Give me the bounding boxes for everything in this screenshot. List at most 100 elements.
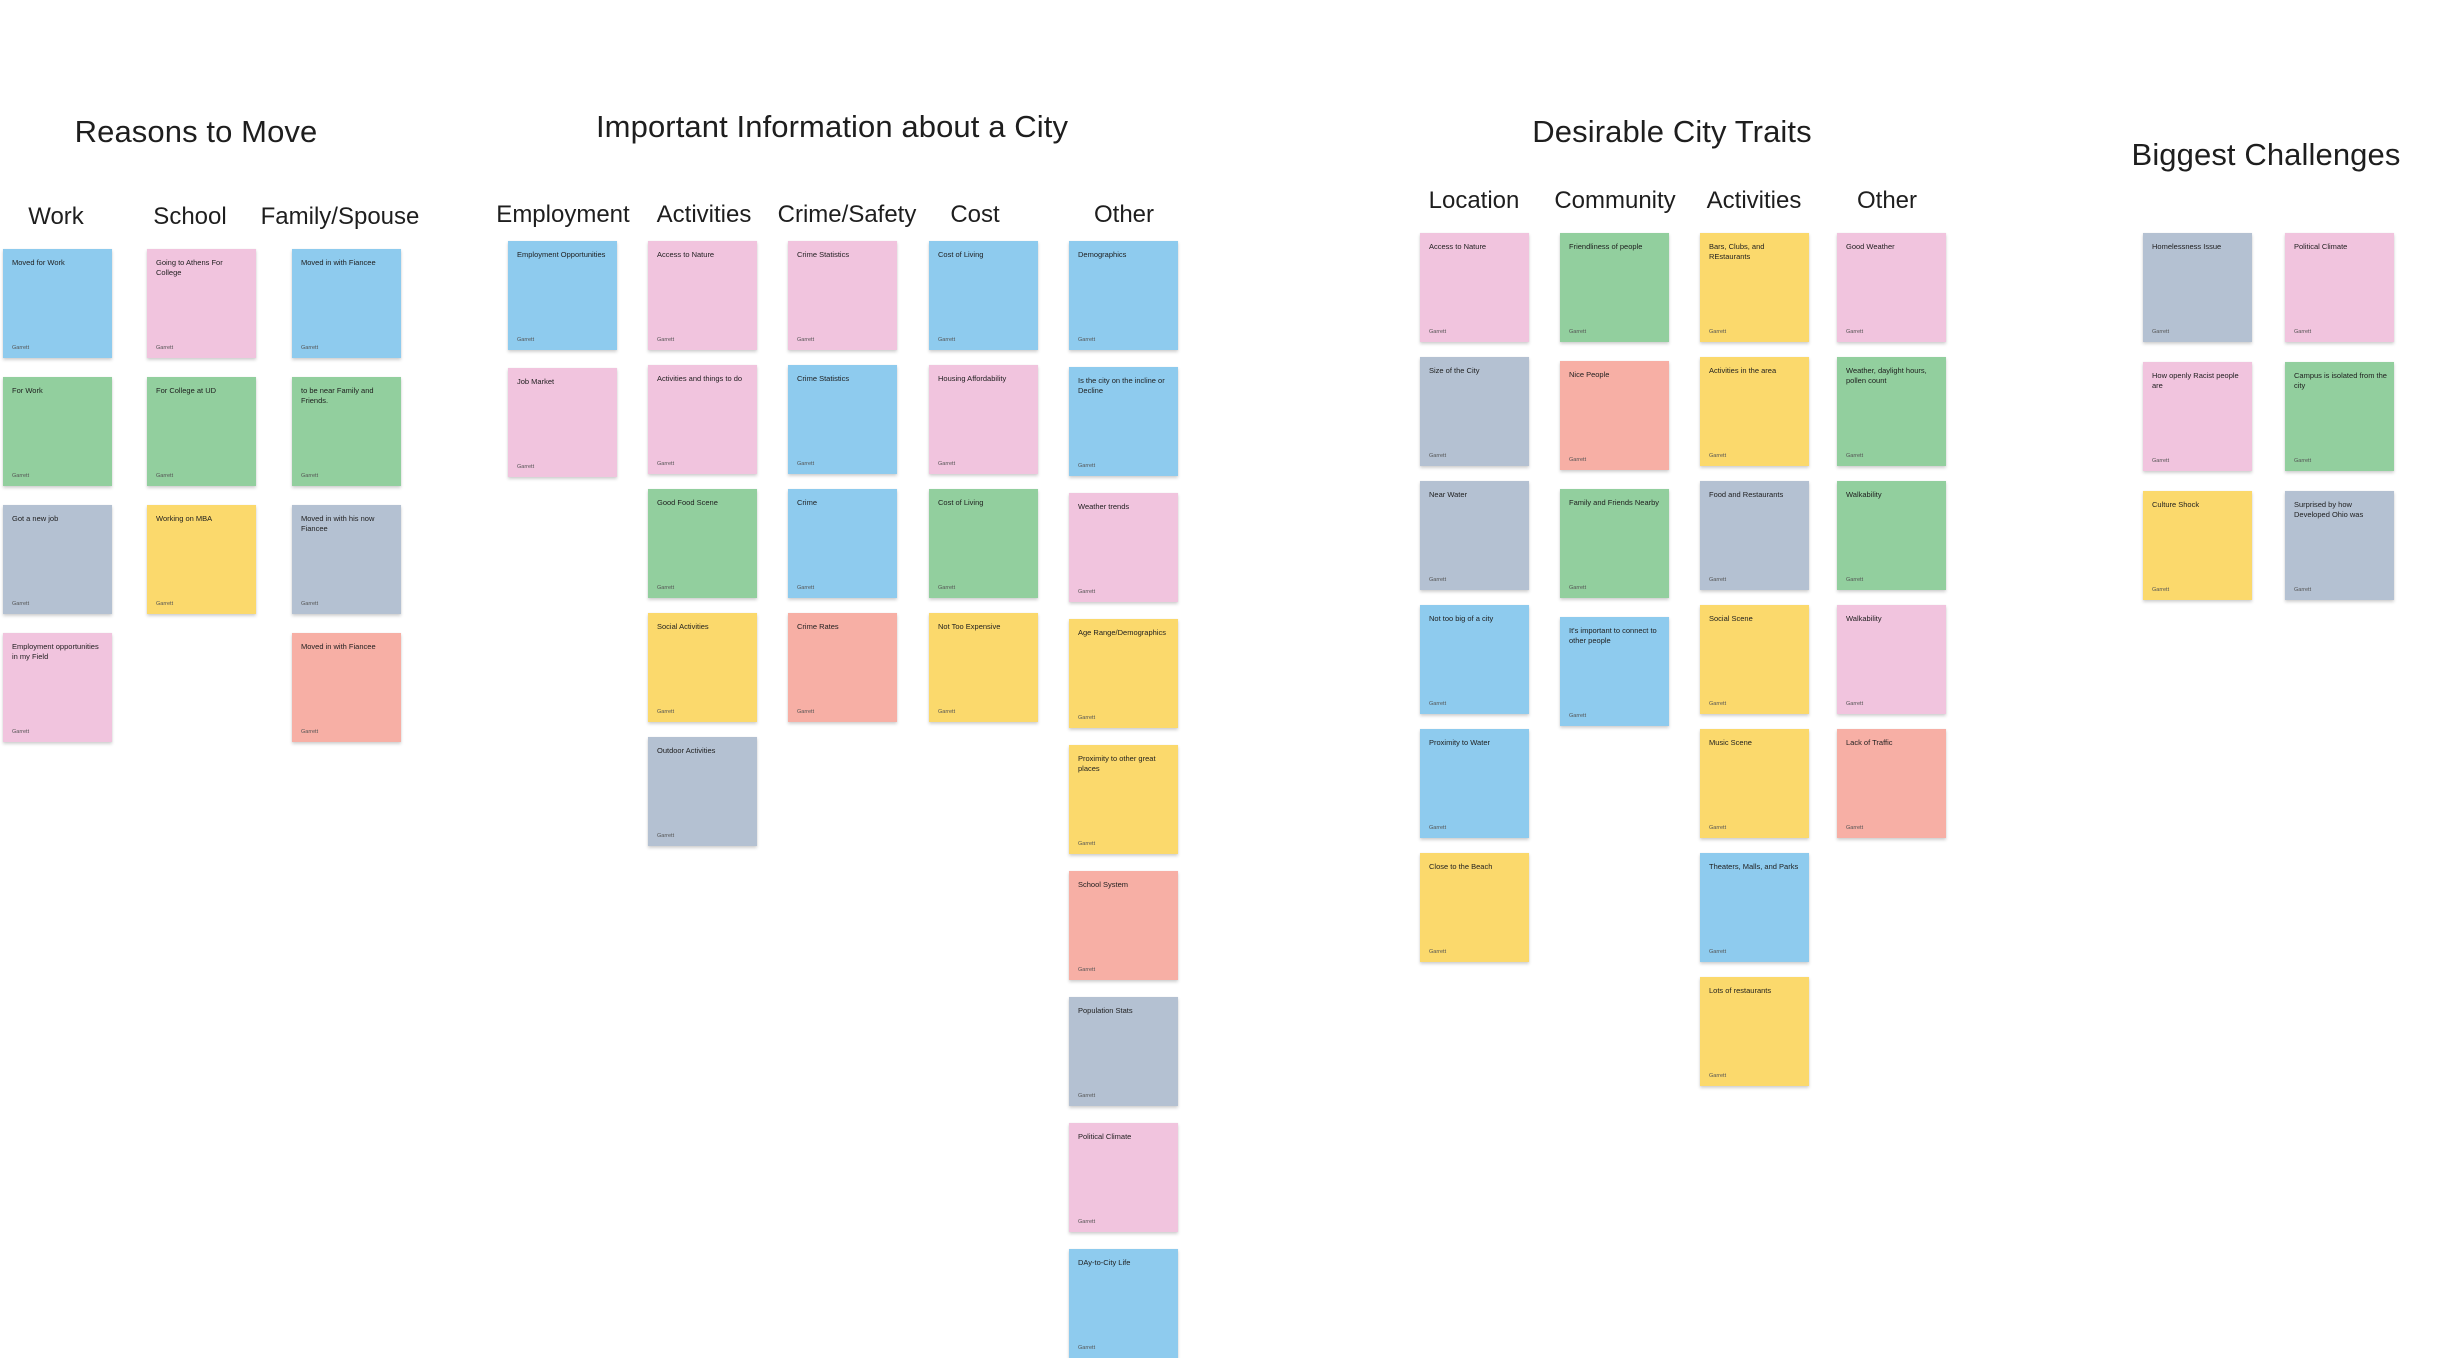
sticky-note[interactable]: Proximity to other great places Garrett	[1069, 745, 1178, 854]
sticky-note[interactable]: Campus is isolated from the city Garrett	[2285, 362, 2394, 471]
sticky-note[interactable]: Social Scene Garrett	[1700, 605, 1809, 714]
sticky-note-author: Garrett	[797, 461, 815, 467]
sticky-note[interactable]: Good Food Scene Garrett	[648, 489, 757, 598]
sticky-note[interactable]: Surprised by how Developed Ohio was Garre…	[2285, 491, 2394, 600]
column-title-other[interactable]: Other	[1856, 187, 1918, 214]
column-title-other[interactable]: Other	[1093, 201, 1155, 228]
sticky-note[interactable]: For College at UD Garrett	[147, 377, 256, 486]
sticky-note-text: Crime Rates	[797, 622, 839, 631]
sticky-note-text: Size of the City	[1429, 366, 1480, 375]
sticky-note-text: Cost of Living	[938, 250, 984, 259]
sticky-note[interactable]: Political Climate Garrett	[2285, 233, 2394, 342]
sticky-note-text: Employment opportunities in my Field	[12, 642, 99, 661]
sticky-note[interactable]: For Work Garrett	[3, 377, 112, 486]
sticky-note-author: Garrett	[1709, 701, 1727, 707]
sticky-note[interactable]: Social Activities Garrett	[648, 613, 757, 722]
sticky-note[interactable]: Access to Nature Garrett	[1420, 233, 1529, 342]
sticky-note[interactable]: Size of the City Garrett	[1420, 357, 1529, 466]
sticky-note[interactable]: Working on MBA Garrett	[147, 505, 256, 614]
sticky-note[interactable]: Food and Restaurants Garrett	[1700, 481, 1809, 590]
sticky-note[interactable]: Employment opportunities in my Field Garr…	[3, 633, 112, 742]
sticky-note-text: Close to the Beach	[1429, 862, 1493, 871]
column-title-cost[interactable]: Cost	[950, 201, 1000, 228]
sticky-note[interactable]: DAy-to-City Life Garrett	[1069, 1249, 1178, 1358]
sticky-note[interactable]: Bars, Clubs, and REstaurants Garrett	[1700, 233, 1809, 342]
sticky-note[interactable]: Moved for Work Garrett	[3, 249, 112, 358]
sticky-note[interactable]: Demographics Garrett	[1069, 241, 1178, 350]
sticky-note-author: Garrett	[1429, 949, 1447, 955]
sticky-note[interactable]: Walkability Garrett	[1837, 481, 1946, 590]
sticky-note[interactable]: Activities and things to do Garrett	[648, 365, 757, 474]
sticky-note-author: Garrett	[1709, 329, 1727, 335]
sticky-note-author: Garrett	[797, 337, 815, 343]
sticky-note[interactable]: Employment Opportunities Garrett	[508, 241, 617, 350]
sticky-note[interactable]: Not too big of a city Garrett	[1420, 605, 1529, 714]
column-title-family-spouse[interactable]: Family/Spouse	[260, 203, 420, 230]
sticky-note[interactable]: Not Too Expensive Garrett	[929, 613, 1038, 722]
sticky-note[interactable]: Moved in with Fiancee Garrett	[292, 633, 401, 742]
sticky-note-author: Garrett	[1078, 1093, 1096, 1099]
sticky-note[interactable]: Crime Garrett	[788, 489, 897, 598]
sticky-note[interactable]: Crime Rates Garrett	[788, 613, 897, 722]
sticky-note[interactable]: Population Stats Garrett	[1069, 997, 1178, 1106]
sticky-note[interactable]: Is the city on the incline or Decline Gar…	[1069, 367, 1178, 476]
column-title-activities[interactable]: Activities	[1706, 187, 1802, 214]
sticky-note[interactable]: How openly Racist people are Garrett	[2143, 362, 2252, 471]
sticky-note[interactable]: Moved in with Fiancee Garrett	[292, 249, 401, 358]
sticky-note[interactable]: Going to Athens For College Garrett	[147, 249, 256, 358]
sticky-note[interactable]: Friendliness of people Garrett	[1560, 233, 1669, 342]
sticky-note[interactable]: Housing Affordability Garrett	[929, 365, 1038, 474]
sticky-note[interactable]: Family and Friends Nearby Garrett	[1560, 489, 1669, 598]
group-title-biggest-challenges[interactable]: Biggest Challenges	[2131, 137, 2401, 172]
sticky-note[interactable]: Activities in the area Garrett	[1700, 357, 1809, 466]
sticky-note-author: Garrett	[1709, 949, 1727, 955]
group-title-desirable-city-traits[interactable]: Desirable City Traits	[1532, 114, 1812, 149]
sticky-note[interactable]: Lots of restaurants Garrett	[1700, 977, 1809, 1086]
sticky-note[interactable]: Access to Nature Garrett	[648, 241, 757, 350]
column-title-location[interactable]: Location	[1428, 187, 1520, 214]
sticky-note-author: Garrett	[1429, 825, 1447, 831]
sticky-note[interactable]: Good Weather Garrett	[1837, 233, 1946, 342]
sticky-note[interactable]: School System Garrett	[1069, 871, 1178, 980]
sticky-note[interactable]: Theaters, Malls, and Parks Garrett	[1700, 853, 1809, 962]
group-title-reasons-to-move[interactable]: Reasons to Move	[74, 114, 318, 149]
sticky-note[interactable]: Weather, daylight hours, pollen count Gar…	[1837, 357, 1946, 466]
group-title-important-information-about-a-city[interactable]: Important Information about a City	[595, 109, 1069, 144]
sticky-note-author: Garrett	[1078, 463, 1096, 469]
sticky-note[interactable]: It's important to connect to other peopl…	[1560, 617, 1669, 726]
column-title-school[interactable]: School	[153, 203, 227, 230]
sticky-note[interactable]: Crime Statistics Garrett	[788, 365, 897, 474]
sticky-note-text: Nice People	[1569, 370, 1610, 379]
sticky-note[interactable]: Lack of Traffic Garrett	[1837, 729, 1946, 838]
sticky-note[interactable]: Cost of Living Garrett	[929, 489, 1038, 598]
sticky-note[interactable]: Crime Statistics Garrett	[788, 241, 897, 350]
sticky-note[interactable]: Homelessness Issue Garrett	[2143, 233, 2252, 342]
sticky-note-author: Garrett	[2294, 329, 2312, 335]
sticky-note[interactable]: Near Water Garrett	[1420, 481, 1529, 590]
sticky-note[interactable]: Weather trends Garrett	[1069, 493, 1178, 602]
sticky-note-text: Working on MBA	[156, 514, 213, 523]
sticky-note[interactable]: Outdoor Activities Garrett	[648, 737, 757, 846]
column-title-community[interactable]: Community	[1554, 187, 1676, 214]
sticky-note[interactable]: Job Market Garrett	[508, 368, 617, 477]
sticky-note[interactable]: Nice People Garrett	[1560, 361, 1669, 470]
sticky-note[interactable]: Culture Shock Garrett	[2143, 491, 2252, 600]
column-title-activities[interactable]: Activities	[656, 201, 752, 228]
sticky-note[interactable]: Moved in with his now Fiancee Garrett	[292, 505, 401, 614]
sticky-note[interactable]: Proximity to Water Garrett	[1420, 729, 1529, 838]
column-title-work[interactable]: Work	[28, 203, 84, 230]
column-title-employment[interactable]: Employment	[496, 201, 630, 228]
sticky-note-author: Garrett	[1709, 825, 1727, 831]
sticky-note[interactable]: Walkability Garrett	[1837, 605, 1946, 714]
sticky-note-author: Garrett	[797, 709, 815, 715]
sticky-note[interactable]: Close to the Beach Garrett	[1420, 853, 1529, 962]
sticky-note[interactable]: Music Scene Garrett	[1700, 729, 1809, 838]
sticky-note[interactable]: Cost of Living Garrett	[929, 241, 1038, 350]
sticky-note[interactable]: Got a new job Garrett	[3, 505, 112, 614]
sticky-note-text: Proximity to Water	[1429, 738, 1490, 747]
column-title-crime-safety[interactable]: Crime/Safety	[777, 201, 917, 228]
sticky-note[interactable]: Age Range/Demographics Garrett	[1069, 619, 1178, 728]
sticky-note[interactable]: Political Climate Garrett	[1069, 1123, 1178, 1232]
sticky-note[interactable]: to be near Family and Friends. Garrett	[292, 377, 401, 486]
